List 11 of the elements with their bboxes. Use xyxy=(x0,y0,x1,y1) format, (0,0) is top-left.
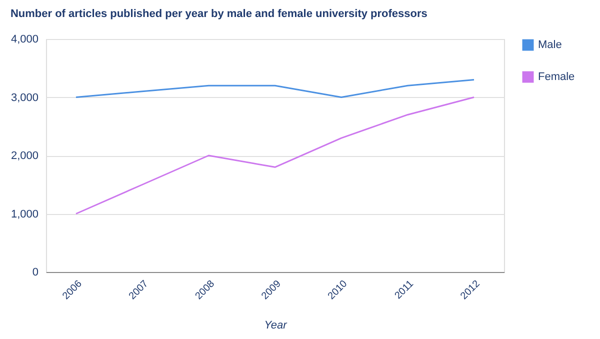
x-axis-title: Year xyxy=(264,319,288,332)
line-series xyxy=(75,96,475,214)
y-tick-label: 0 xyxy=(32,266,38,278)
line-series xyxy=(75,79,475,98)
y-tick-label: 3,000 xyxy=(10,92,38,104)
y-tick-label: 1,000 xyxy=(10,208,38,220)
chart-title: Number of articles published per year by male and female university professors xyxy=(10,8,428,20)
legend-label: Female xyxy=(538,71,575,83)
legend-label: Male xyxy=(538,39,562,51)
y-tick-label: 2,000 xyxy=(10,150,38,162)
y-tick-label: 4,000 xyxy=(10,34,38,46)
